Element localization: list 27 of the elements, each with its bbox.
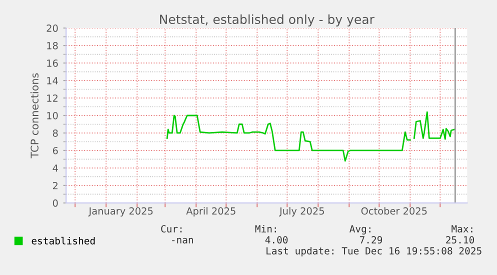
- chart-title: Netstat, established only - by year: [160, 14, 374, 26]
- y-tick-label: 20: [46, 24, 58, 32]
- text: Cur:: [161, 225, 182, 233]
- y-tick-label: 10: [47, 112, 58, 120]
- x-tick-label: April 2025: [186, 207, 236, 217]
- y-tick-label: 12: [47, 94, 58, 102]
- text: Min:: [255, 224, 276, 232]
- y-tick-label: 0: [52, 199, 58, 207]
- y-axis-title: TCP connections: [30, 73, 39, 158]
- y-tick-label: 8: [52, 129, 58, 137]
- y-tick-label: 6: [52, 146, 58, 154]
- y-tick-label: 4: [52, 164, 58, 172]
- text: Last update: Tue Dec 16 19:55:08 2025: [266, 246, 482, 256]
- y-tick-label: 2: [52, 182, 58, 190]
- x-tick-label: July 2025: [278, 207, 324, 217]
- y-tick-label: 14: [47, 77, 58, 84]
- x-tick-label: January 2025: [88, 207, 153, 217]
- legend-label: established: [32, 236, 95, 244]
- x-tick-label: October 2025: [361, 207, 427, 215]
- text: Avg:: [350, 225, 370, 234]
- text: Max:: [452, 225, 472, 233]
- y-tick-label: 18: [47, 42, 58, 50]
- text: 4.00: [265, 236, 288, 244]
- text: 25.10: [446, 236, 474, 244]
- text: -nan: [172, 238, 193, 244]
- y-tick-label: 16: [47, 60, 58, 67]
- text: 7.29: [360, 236, 382, 244]
